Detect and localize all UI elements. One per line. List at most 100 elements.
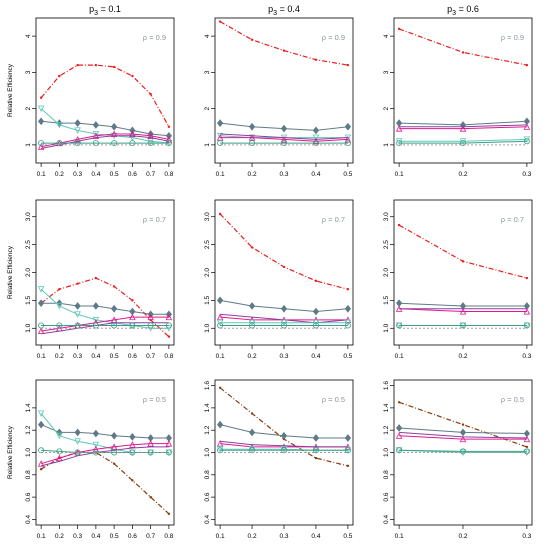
data-point	[248, 319, 256, 327]
y-tick-label: 1.4	[204, 403, 211, 412]
series-line	[220, 440, 348, 448]
x-tick-label: 0.1	[216, 533, 225, 540]
y-tick-label: 2.5	[204, 240, 211, 249]
rho-annotation: ρ = 0.7	[501, 215, 524, 224]
y-axis-label: Relative Efficiency	[7, 425, 14, 479]
data-point	[346, 464, 350, 468]
data-point	[38, 140, 45, 147]
data-point	[395, 138, 403, 145]
data-point	[129, 134, 136, 142]
data-point	[74, 311, 81, 318]
series-purple	[41, 135, 169, 149]
data-point	[312, 140, 319, 147]
data-point	[280, 135, 288, 143]
data-point	[165, 440, 173, 447]
data-point	[249, 322, 256, 329]
y-tick-label: 4	[25, 34, 32, 38]
panel-title: p3 = 0.4	[268, 4, 300, 17]
data-point	[218, 212, 222, 216]
x-tick-label: 0.8	[164, 533, 173, 540]
data-point	[111, 304, 118, 313]
data-point	[459, 125, 467, 132]
y-tick-label: 3	[383, 70, 390, 74]
data-point	[167, 512, 171, 516]
x-tick-label: 0.2	[248, 353, 257, 360]
data-point	[112, 462, 116, 465]
data-point	[147, 313, 154, 321]
data-point	[74, 302, 81, 310]
data-point	[344, 122, 352, 131]
data-point	[39, 468, 43, 471]
data-point	[344, 140, 351, 147]
data-point	[147, 132, 154, 139]
x-axis-label: p2	[459, 548, 467, 550]
data-point	[92, 121, 99, 129]
series-magenta	[395, 123, 531, 132]
y-tick-label: 2.0	[383, 268, 390, 277]
data-point	[314, 456, 318, 460]
data-point	[74, 119, 81, 127]
y-tick-label: 1	[383, 143, 390, 147]
data-point	[459, 308, 467, 315]
rho-annotation: ρ = 0.9	[143, 33, 166, 42]
data-point	[39, 96, 43, 99]
y-tick-label: 0.8	[204, 470, 211, 479]
data-point	[165, 135, 173, 143]
series-line	[399, 124, 527, 128]
data-point	[312, 134, 320, 142]
data-point	[280, 447, 287, 454]
rho-annotation: ρ = 0.9	[322, 33, 345, 42]
x-tick-label: 0.2	[55, 353, 64, 360]
x-tick-label: 0.4	[91, 353, 100, 360]
data-point	[56, 322, 63, 329]
data-point	[248, 302, 256, 310]
data-point	[346, 288, 350, 291]
x-tick-label: 0.2	[458, 171, 467, 178]
data-point	[459, 322, 466, 329]
panel-2-2: 0.1 0.2 0.3 0.4 0.5 1.0 1.5 2.0 2.5 3.0 ρ = 0.7	[204, 199, 354, 360]
x-tick-label: 0.1	[37, 171, 46, 178]
data-point	[131, 479, 134, 482]
series-teal	[396, 322, 530, 329]
x-tick-label: 0.5	[343, 533, 352, 540]
panel-3-3: 0.1 0.2 0.3 0.4 0.6 0.8 1.0 1.2 1.4 1.6 p2 ρ = 0.5	[383, 379, 533, 550]
data-point	[312, 447, 319, 454]
y-tick-label: 1.0	[25, 323, 32, 332]
series-slate	[395, 424, 531, 438]
series-slate	[216, 119, 352, 135]
series-brown	[397, 401, 529, 449]
panel-title: p3 = 0.1	[89, 4, 121, 17]
y-tick-label: 1.5	[204, 295, 211, 304]
series-red	[218, 20, 350, 67]
data-point	[280, 446, 288, 453]
x-tick-label: 0.7	[146, 353, 155, 360]
x-tick-label: 0.5	[343, 353, 352, 360]
y-tick-label: 0.8	[25, 470, 32, 479]
y-tick-label: 1.0	[383, 323, 390, 332]
series-teal	[217, 447, 351, 454]
data-point	[37, 420, 45, 429]
y-tick-label: 3.0	[25, 212, 32, 221]
series-line	[41, 135, 169, 149]
rho-annotation: ρ = 0.5	[322, 395, 345, 404]
x-tick-label: 0.4	[91, 533, 100, 540]
x-tick-label: 0.3	[522, 533, 531, 540]
x-tick-label: 0.2	[458, 353, 467, 360]
data-point	[461, 260, 465, 263]
y-tick-label: 1.2	[383, 425, 390, 434]
series-slate	[37, 420, 173, 442]
data-point	[167, 335, 171, 338]
panel-2-3: 0.1 0.2 0.3 1.0 1.5 2.0 2.5 3.0 ρ = 0.7	[383, 199, 533, 360]
y-tick-label: 0.6	[25, 492, 32, 501]
data-point	[216, 132, 224, 140]
data-point	[312, 319, 320, 327]
y-tick-label: 1.6	[204, 381, 211, 390]
data-point	[92, 429, 99, 438]
x-tick-label: 0.3	[522, 353, 531, 360]
series-line	[40, 446, 169, 467]
y-tick-label: 2.5	[383, 240, 390, 249]
data-point	[250, 412, 254, 415]
x-axis-label: p2	[101, 548, 109, 550]
data-point	[56, 448, 63, 455]
data-point	[56, 140, 63, 147]
